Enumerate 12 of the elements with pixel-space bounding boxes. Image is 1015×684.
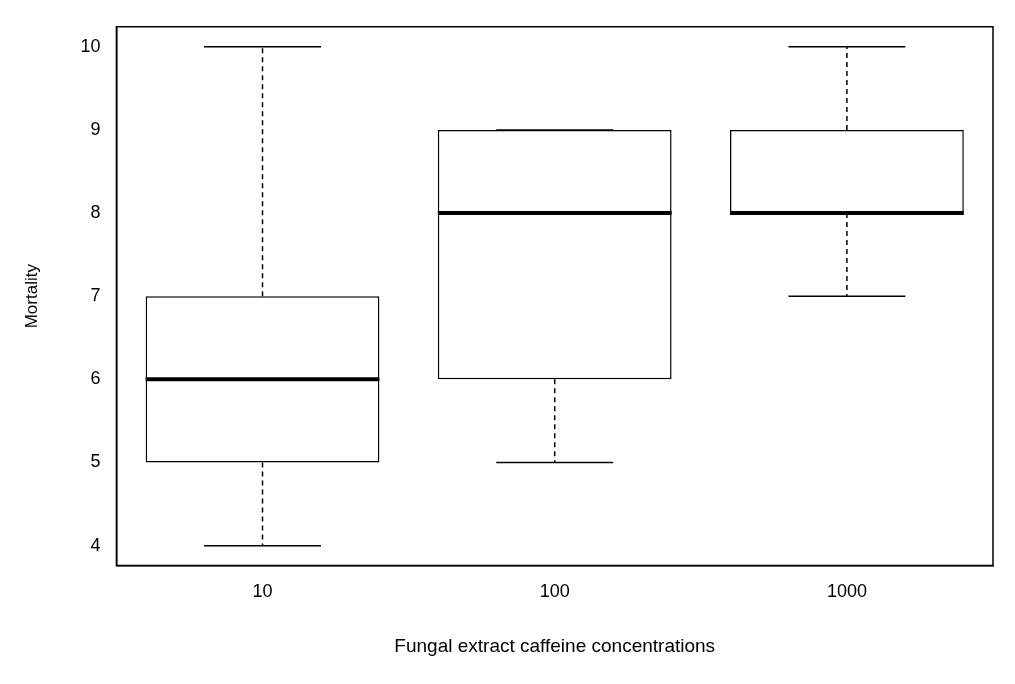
y-tick-label: 7 <box>90 285 101 306</box>
y-tick-label: 10 <box>80 35 101 56</box>
y-tick-label: 8 <box>90 202 101 223</box>
x-tick-label: 100 <box>539 581 570 602</box>
y-tick-label: 4 <box>90 534 101 555</box>
y-tick-label: 6 <box>90 368 101 389</box>
y-tick-label: 5 <box>90 451 101 472</box>
x-axis-title: Fungal extract caffeine concentrations <box>394 634 716 656</box>
y-tick-label: 9 <box>90 118 101 139</box>
y-axis-title: Mortality <box>21 263 41 329</box>
x-tick-label: 10 <box>252 581 273 602</box>
x-tick-label: 1000 <box>826 581 867 602</box>
